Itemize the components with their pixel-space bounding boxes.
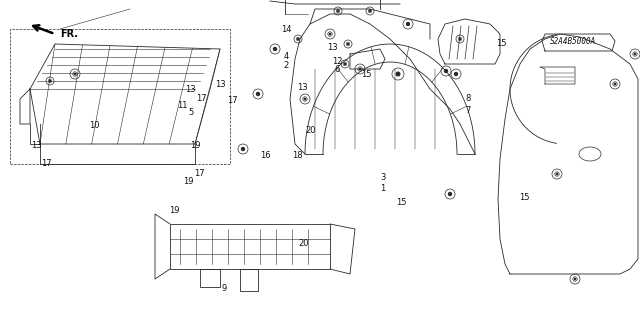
Circle shape: [406, 23, 410, 26]
Circle shape: [574, 278, 576, 280]
Circle shape: [329, 33, 331, 35]
Text: 18: 18: [292, 151, 303, 160]
Text: 8: 8: [466, 94, 471, 103]
Text: 10: 10: [90, 121, 100, 130]
Text: 17: 17: [41, 159, 51, 168]
Text: 11: 11: [177, 101, 188, 110]
Text: 9: 9: [221, 284, 227, 293]
Text: 20: 20: [305, 126, 316, 135]
Text: 7: 7: [466, 106, 471, 115]
Circle shape: [445, 70, 447, 72]
Text: 20: 20: [299, 239, 309, 248]
Circle shape: [74, 73, 76, 75]
Bar: [170, 224, 330, 269]
Text: 15: 15: [362, 70, 372, 79]
Text: 13: 13: [297, 83, 307, 92]
Text: FR.: FR.: [60, 29, 78, 39]
Text: 1: 1: [380, 184, 385, 193]
Text: 19: 19: [184, 177, 194, 186]
Text: 2: 2: [284, 61, 289, 70]
Text: S2A4B5000A: S2A4B5000A: [550, 36, 596, 46]
Text: 12: 12: [332, 57, 342, 66]
Bar: [240, 269, 258, 291]
Text: 19: 19: [169, 206, 179, 215]
Circle shape: [460, 38, 461, 40]
Text: 17: 17: [227, 96, 237, 105]
Text: 13: 13: [216, 80, 226, 89]
Circle shape: [348, 43, 349, 45]
Text: 6: 6: [335, 65, 340, 74]
Text: 3: 3: [380, 173, 385, 182]
Circle shape: [359, 68, 361, 70]
Circle shape: [454, 72, 458, 76]
Circle shape: [257, 93, 259, 95]
Text: 13: 13: [31, 141, 42, 150]
Circle shape: [241, 147, 244, 151]
Circle shape: [49, 80, 51, 82]
Text: 14: 14: [282, 25, 292, 34]
Circle shape: [396, 72, 400, 76]
Bar: [200, 269, 220, 287]
Circle shape: [634, 53, 636, 55]
Text: 17: 17: [195, 169, 205, 178]
Text: 4: 4: [284, 52, 289, 61]
Text: 13: 13: [185, 85, 195, 94]
Circle shape: [449, 192, 451, 196]
Circle shape: [273, 48, 276, 50]
Circle shape: [556, 173, 557, 175]
Circle shape: [614, 83, 616, 85]
Circle shape: [298, 38, 299, 40]
Text: 16: 16: [260, 151, 271, 160]
Text: 15: 15: [496, 39, 506, 48]
Circle shape: [304, 98, 306, 100]
Circle shape: [344, 63, 346, 65]
Text: 15: 15: [396, 198, 406, 207]
Text: 17: 17: [196, 94, 207, 103]
Text: 15: 15: [520, 193, 530, 202]
Text: 5: 5: [188, 108, 193, 117]
Text: 19: 19: [190, 141, 200, 150]
Text: 13: 13: [327, 43, 337, 52]
